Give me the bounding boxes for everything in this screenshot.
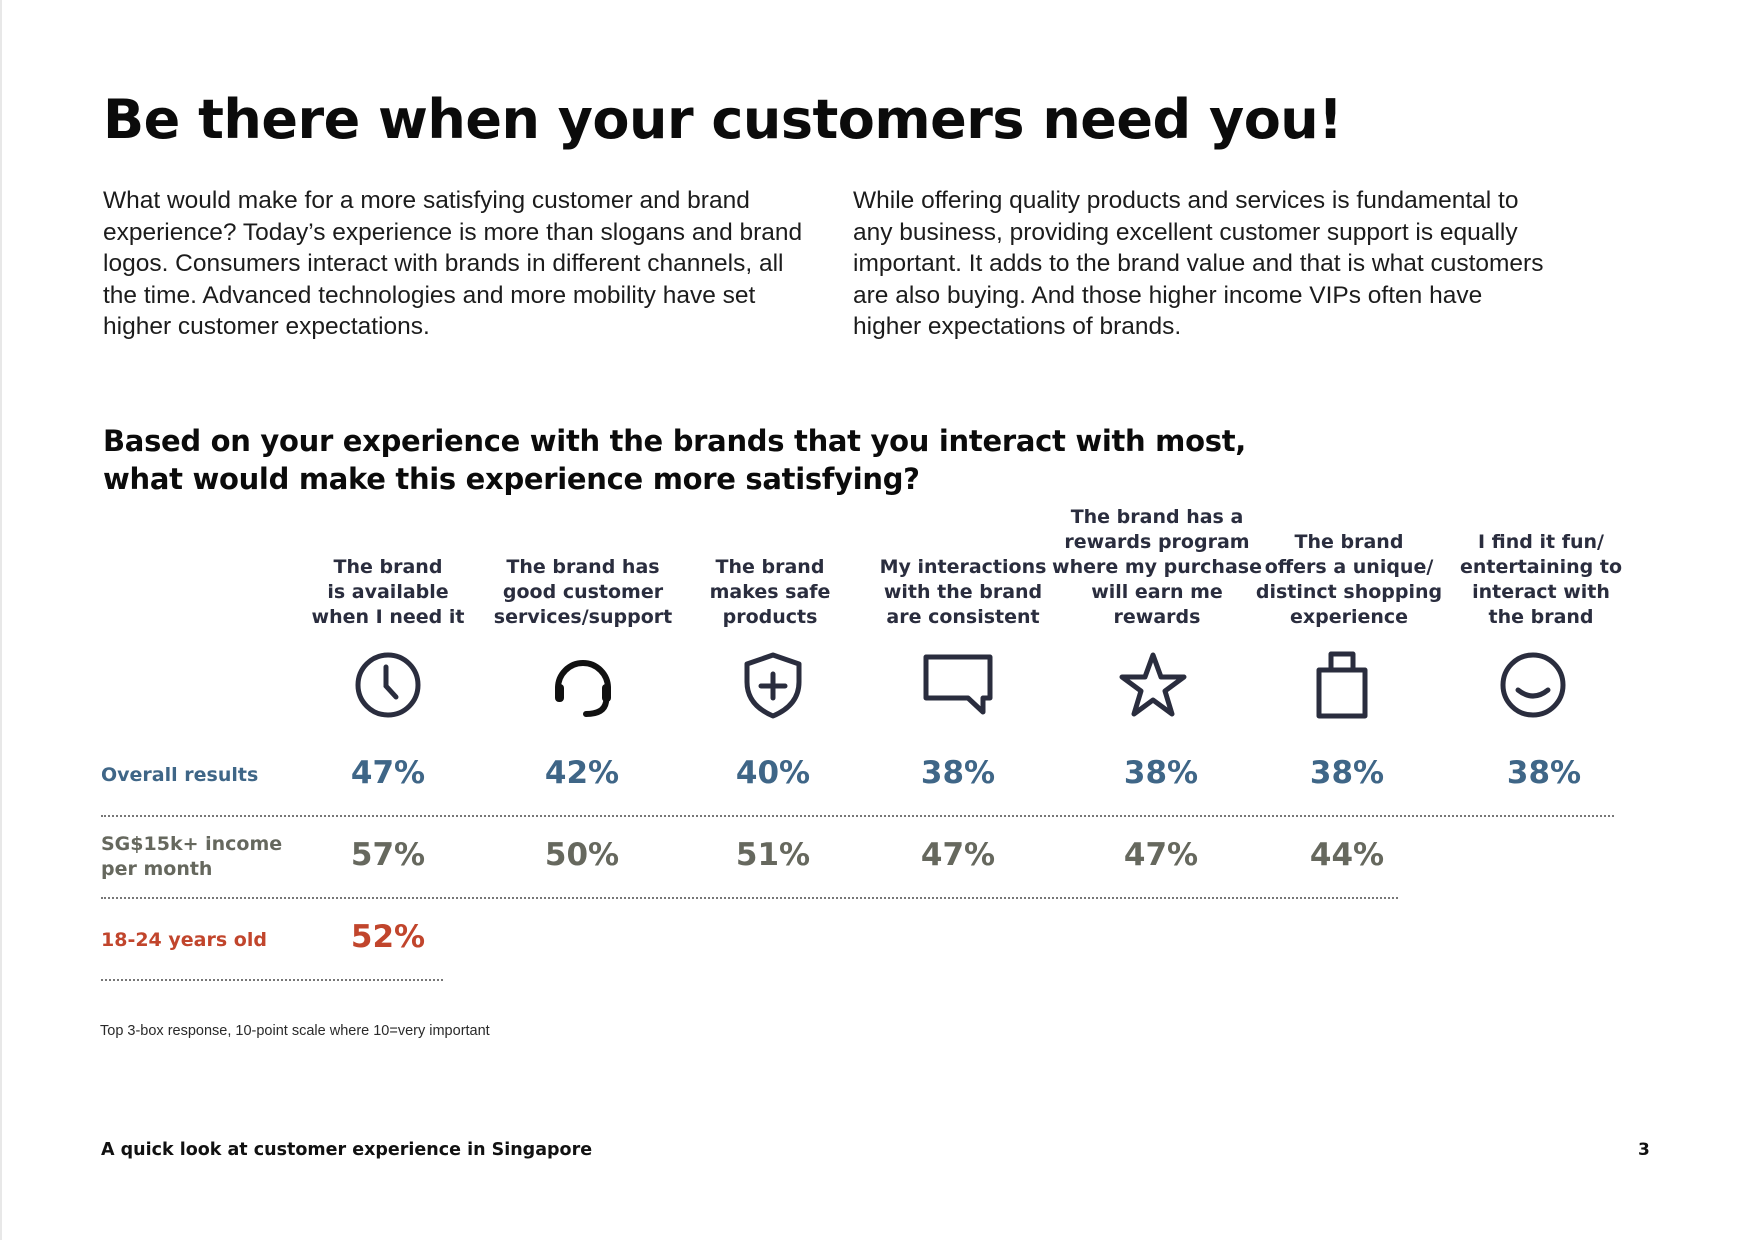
overall-value: 38%: [1123, 755, 1199, 791]
column-header-line: where my purchase: [1052, 556, 1262, 578]
column-header-fun: I find it fun/ entertaining to interact …: [1436, 530, 1646, 630]
column-header-line: The brand: [333, 556, 443, 578]
overall-value: 38%: [920, 755, 996, 791]
overall-value: 38%: [1309, 755, 1385, 791]
star-icon: [1118, 650, 1188, 720]
column-header-line: products: [722, 606, 818, 628]
young-value: 52%: [350, 919, 426, 955]
row-label-income: SG$15k+ income per month: [101, 832, 282, 882]
shopping-bag-icon: [1307, 650, 1377, 720]
income-value: 47%: [1123, 837, 1199, 873]
income-value: 47%: [920, 837, 996, 873]
row-label-line: per month: [101, 858, 213, 880]
row-divider: [101, 897, 1398, 899]
column-header-safe-products: The brand makes safe products: [665, 555, 875, 630]
column-header-line: I find it fun/: [1478, 531, 1604, 553]
income-value: 51%: [735, 837, 811, 873]
row-label-overall: Overall results: [101, 764, 259, 786]
row-label-line: SG$15k+ income: [101, 833, 283, 855]
column-header-line: are consistent: [886, 606, 1040, 628]
footer-title: A quick look at customer experience in S…: [101, 1140, 593, 1160]
row-divider: [101, 815, 1614, 817]
column-header-line: The brand has a: [1070, 506, 1244, 528]
headset-icon: [548, 650, 618, 720]
income-value: 57%: [350, 837, 426, 873]
survey-question: Based on your experience with the brands…: [103, 422, 1246, 498]
column-header-line: rewards program: [1064, 531, 1250, 553]
column-header-line: My interactions: [879, 556, 1047, 578]
column-header-line: experience: [1289, 606, 1409, 628]
smiley-icon: [1498, 650, 1568, 720]
column-header-line: makes safe: [709, 581, 831, 603]
column-header-line: offers a unique/: [1264, 556, 1434, 578]
column-header-line: interact with: [1472, 581, 1610, 603]
income-value: 44%: [1309, 837, 1385, 873]
clock-icon: [353, 650, 423, 720]
row-label-18-24: 18-24 years old: [101, 929, 267, 951]
page-number: 3: [1638, 1140, 1650, 1160]
column-header-line: entertaining to: [1459, 556, 1623, 578]
page-edge: [0, 0, 2, 1240]
overall-value: 38%: [1506, 755, 1582, 791]
overall-value: 42%: [544, 755, 620, 791]
column-header-line: the brand: [1488, 606, 1594, 628]
column-header-line: The brand: [1294, 531, 1404, 553]
column-header-line: with the brand: [883, 581, 1043, 603]
income-value: 50%: [544, 837, 620, 873]
survey-question-line: what would make this experience more sat…: [103, 462, 920, 496]
column-header-consistent: My interactions with the brand are consi…: [858, 555, 1068, 630]
shield-plus-icon: [738, 650, 808, 720]
column-header-line: The brand has: [506, 556, 660, 578]
overall-value: 40%: [735, 755, 811, 791]
column-header-line: will earn me rewards: [1091, 581, 1223, 628]
column-header-rewards: The brand has a rewards program where my…: [1052, 505, 1262, 630]
chat-bubble-icon: [923, 650, 993, 720]
column-header-support: The brand has good customer services/sup…: [478, 555, 688, 630]
column-header-line: The brand: [715, 556, 825, 578]
column-header-line: is available: [327, 581, 449, 603]
column-header-unique-experience: The brand offers a unique/ distinct shop…: [1244, 530, 1454, 630]
column-header-line: when I need it: [311, 606, 465, 628]
column-header-line: good customer: [502, 581, 664, 603]
column-header-line: distinct shopping: [1255, 581, 1443, 603]
page-title: Be there when your customers need you!: [103, 88, 1343, 151]
intro-left-paragraph: What would make for a more satisfying cu…: [103, 187, 803, 340]
intro-right-paragraph: While offering quality products and serv…: [853, 187, 1544, 340]
survey-question-line: Based on your experience with the brands…: [103, 424, 1246, 458]
footnote: Top 3-box response, 10-point scale where…: [100, 1023, 490, 1039]
column-header-line: services/support: [493, 606, 673, 628]
row-divider: [101, 979, 443, 981]
overall-value: 47%: [350, 755, 426, 791]
column-header-available: The brand is available when I need it: [283, 555, 493, 630]
